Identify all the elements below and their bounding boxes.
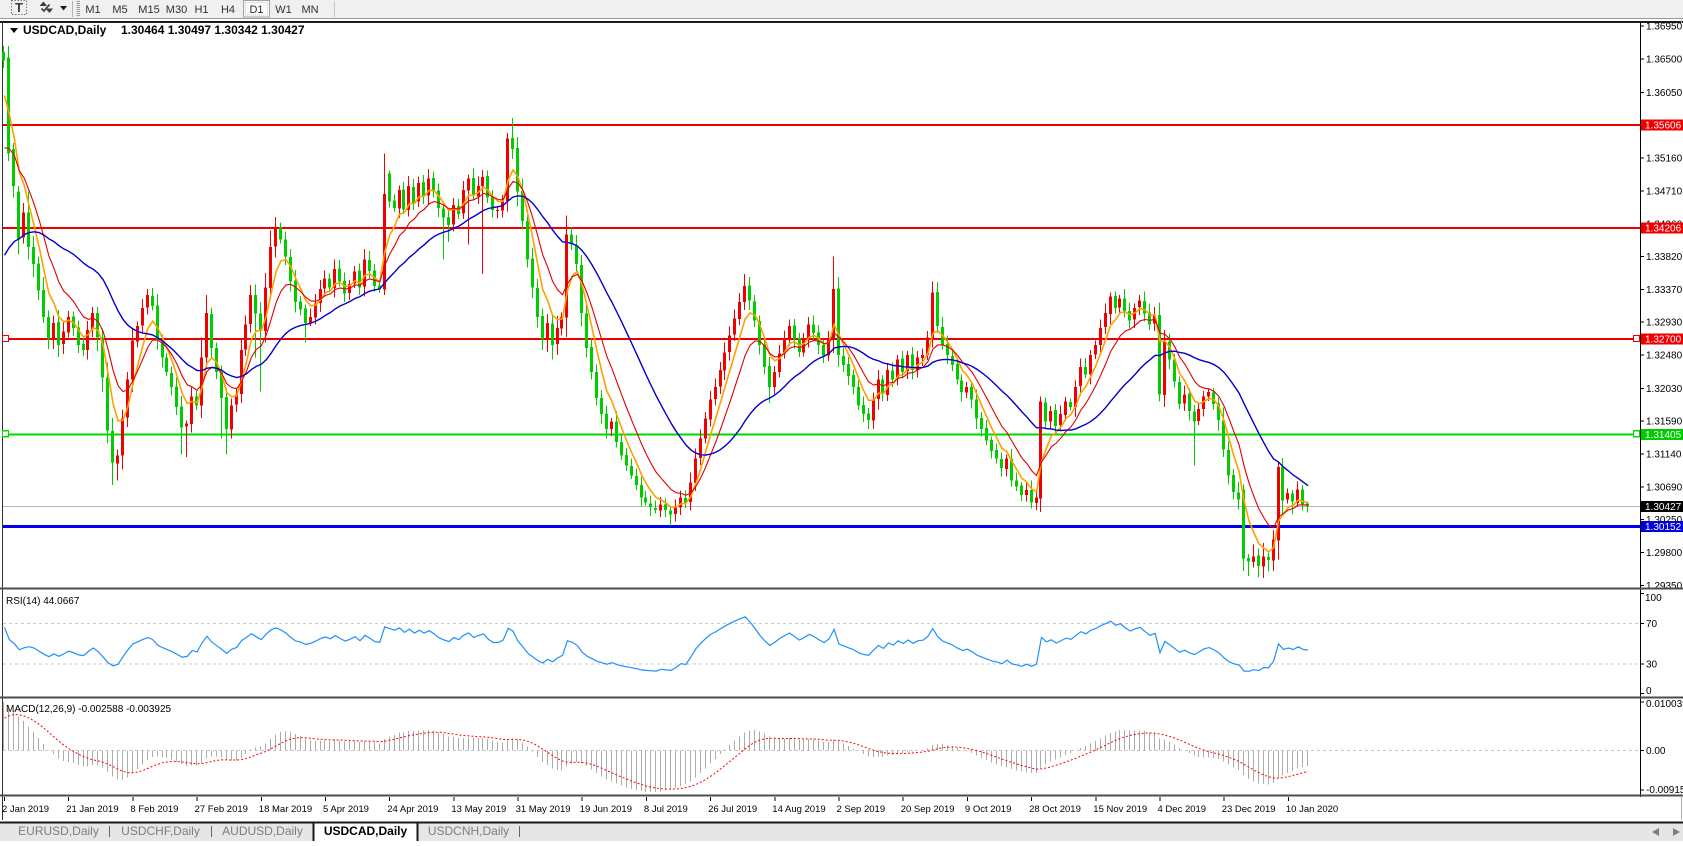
svg-text:W1: W1 (275, 4, 292, 16)
svg-text:MN: MN (301, 4, 318, 16)
svg-text:1.30427: 1.30427 (1645, 502, 1682, 513)
svg-text:AUDUSD,Daily: AUDUSD,Daily (222, 824, 303, 838)
svg-text:1.30690: 1.30690 (1646, 483, 1683, 494)
svg-text:2 Sep 2019: 2 Sep 2019 (837, 804, 886, 815)
svg-text:1.32930: 1.32930 (1646, 318, 1683, 329)
svg-text:RSI(14) 44.0667: RSI(14) 44.0667 (6, 596, 80, 607)
svg-text:0: 0 (1646, 686, 1652, 697)
svg-text:24 Apr 2019: 24 Apr 2019 (387, 804, 438, 815)
svg-text:26 Jul 2019: 26 Jul 2019 (708, 804, 757, 815)
svg-text:31 May 2019: 31 May 2019 (516, 804, 571, 815)
svg-text:1.31140: 1.31140 (1646, 449, 1682, 460)
svg-text:M5: M5 (112, 4, 127, 16)
svg-text:5 Apr 2019: 5 Apr 2019 (323, 804, 369, 815)
svg-text:1.35160: 1.35160 (1646, 153, 1683, 164)
svg-text:20 Sep 2019: 20 Sep 2019 (901, 804, 955, 815)
svg-text:H4: H4 (221, 4, 235, 16)
svg-text:27 Feb 2019: 27 Feb 2019 (195, 804, 248, 815)
svg-text:15 Nov 2019: 15 Nov 2019 (1093, 804, 1147, 815)
svg-text:18 Mar 2019: 18 Mar 2019 (259, 804, 312, 815)
svg-text:21 Jan 2019: 21 Jan 2019 (66, 804, 118, 815)
svg-text:1.33370: 1.33370 (1646, 285, 1683, 296)
svg-text:1.36500: 1.36500 (1646, 55, 1683, 66)
svg-text:30: 30 (1646, 660, 1658, 671)
svg-text:EURUSD,Daily: EURUSD,Daily (18, 824, 99, 838)
svg-text:10 Jan 2020: 10 Jan 2020 (1286, 804, 1338, 815)
svg-text:70: 70 (1646, 619, 1658, 630)
svg-text:MACD(12,26,9) -0.002588 -0.003: MACD(12,26,9) -0.002588 -0.003925 (6, 704, 172, 715)
svg-text:1.32030: 1.32030 (1646, 384, 1683, 395)
svg-text:2 Jan 2019: 2 Jan 2019 (2, 804, 49, 815)
svg-text:0.00: 0.00 (1646, 746, 1666, 757)
svg-text:USDCAD,Daily: USDCAD,Daily (23, 23, 107, 37)
svg-text:100: 100 (1645, 593, 1662, 604)
svg-text:1.34206: 1.34206 (1645, 224, 1682, 235)
svg-text:1.29800: 1.29800 (1646, 548, 1683, 559)
svg-text:19 Jun 2019: 19 Jun 2019 (580, 804, 632, 815)
svg-text:1.30464 1.30497 1.30342 1.3042: 1.30464 1.30497 1.30342 1.30427 (121, 23, 305, 37)
svg-text:1.32480: 1.32480 (1646, 351, 1683, 362)
svg-text:H1: H1 (194, 4, 208, 16)
svg-text:USDCAD,Daily: USDCAD,Daily (324, 824, 408, 838)
svg-text:M1: M1 (85, 4, 100, 16)
svg-text:1.35606: 1.35606 (1645, 121, 1682, 132)
svg-text:T: T (15, 0, 23, 15)
svg-text:1.34710: 1.34710 (1646, 187, 1683, 198)
svg-text:1.31590: 1.31590 (1646, 416, 1683, 427)
svg-text:13 May 2019: 13 May 2019 (451, 804, 506, 815)
svg-text:23 Dec 2019: 23 Dec 2019 (1222, 804, 1276, 815)
svg-text:1.32700: 1.32700 (1645, 335, 1682, 346)
svg-text:8 Jul 2019: 8 Jul 2019 (644, 804, 688, 815)
svg-text:0.010035: 0.010035 (1646, 699, 1683, 710)
svg-text:9 Oct 2019: 9 Oct 2019 (965, 804, 1011, 815)
svg-text:28 Oct 2019: 28 Oct 2019 (1029, 804, 1081, 815)
svg-text:1.33820: 1.33820 (1646, 252, 1683, 263)
svg-text:1.29350: 1.29350 (1646, 581, 1683, 592)
svg-text:8 Feb 2019: 8 Feb 2019 (130, 804, 178, 815)
svg-text:1.36950: 1.36950 (1646, 22, 1683, 33)
svg-text:USDCHF,Daily: USDCHF,Daily (121, 824, 200, 838)
svg-text:D1: D1 (249, 4, 263, 16)
svg-text:M30: M30 (166, 4, 187, 16)
svg-text:USDCNH,Daily: USDCNH,Daily (428, 824, 509, 838)
svg-text:M15: M15 (138, 4, 159, 16)
svg-text:1.36050: 1.36050 (1646, 88, 1683, 99)
svg-text:-0.009153: -0.009153 (1646, 785, 1683, 796)
svg-text:1.31405: 1.31405 (1645, 430, 1682, 441)
svg-text:14 Aug 2019: 14 Aug 2019 (772, 804, 825, 815)
svg-text:4 Dec 2019: 4 Dec 2019 (1158, 804, 1207, 815)
svg-text:1.30152: 1.30152 (1645, 522, 1682, 533)
